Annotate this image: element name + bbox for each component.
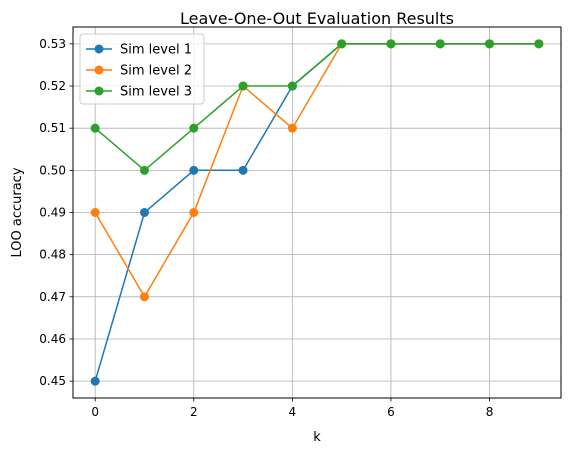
- y-tick-label: 0.50: [39, 163, 66, 177]
- data-point: [287, 81, 297, 91]
- data-point: [139, 208, 149, 217]
- data-point: [534, 39, 544, 49]
- data-point: [189, 208, 199, 217]
- legend: Sim level 1 Sim level 2 Sim level 3: [79, 33, 205, 105]
- y-tick-label: 0.48: [39, 248, 66, 262]
- chart-title: Leave-One-Out Evaluation Results: [180, 9, 454, 28]
- data-point: [485, 39, 495, 49]
- data-point: [139, 165, 149, 175]
- legend-label: Sim level 2: [120, 64, 192, 79]
- x-tick-label: 8: [486, 405, 494, 419]
- x-tick-label: 0: [91, 405, 99, 419]
- data-point: [189, 123, 199, 133]
- data-point: [90, 376, 100, 386]
- series-line: [94, 43, 539, 172]
- data-point: [139, 292, 149, 302]
- data-point: [189, 165, 199, 175]
- y-tick-label: 0.45: [39, 374, 66, 388]
- y-tick-label: 0.53: [39, 37, 66, 51]
- legend-box: [79, 33, 205, 105]
- data-point: [435, 39, 445, 49]
- legend-label: Sim level 3: [120, 85, 192, 100]
- y-tick-label: 0.46: [39, 332, 66, 346]
- series-sim-level-3: [90, 39, 544, 175]
- y-tick-label: 0.51: [39, 121, 66, 135]
- data-point: [90, 123, 100, 133]
- x-tick-label: 6: [387, 405, 395, 419]
- data-point: [238, 165, 248, 175]
- x-tick-label: 4: [289, 405, 297, 419]
- axis-ticks: 0.45 0.46 0.47 0.48 0.49 0.50 0.51 0.52 0.53 0 2 4 6…: [39, 37, 493, 419]
- series-layer: [90, 39, 544, 386]
- data-point: [287, 123, 297, 133]
- y-tick-label: 0.47: [39, 290, 66, 304]
- legend-label: Sim level 1: [120, 43, 192, 58]
- x-tick-label: 2: [190, 405, 198, 419]
- data-point: [337, 39, 347, 49]
- data-point: [90, 208, 100, 217]
- data-point: [386, 39, 396, 49]
- data-point: [238, 81, 248, 91]
- x-axis-label: k: [313, 430, 321, 445]
- legend-marker: [94, 44, 104, 54]
- y-tick-label: 0.49: [39, 206, 66, 220]
- legend-marker: [94, 65, 104, 75]
- legend-marker: [94, 86, 104, 96]
- y-axis-label: LOO accuracy: [10, 167, 25, 257]
- y-tick-label: 0.52: [39, 79, 66, 93]
